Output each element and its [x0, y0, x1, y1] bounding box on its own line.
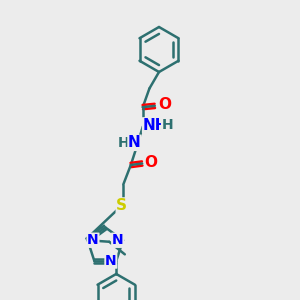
Text: N: N: [87, 233, 99, 247]
Text: N: N: [105, 254, 117, 268]
Text: S: S: [116, 198, 127, 213]
Text: N: N: [128, 135, 141, 150]
Text: H: H: [118, 136, 130, 150]
Text: N: N: [112, 233, 123, 247]
Text: H: H: [162, 118, 173, 132]
Text: O: O: [158, 97, 171, 112]
Text: O: O: [145, 155, 158, 170]
Text: NH: NH: [143, 118, 168, 133]
